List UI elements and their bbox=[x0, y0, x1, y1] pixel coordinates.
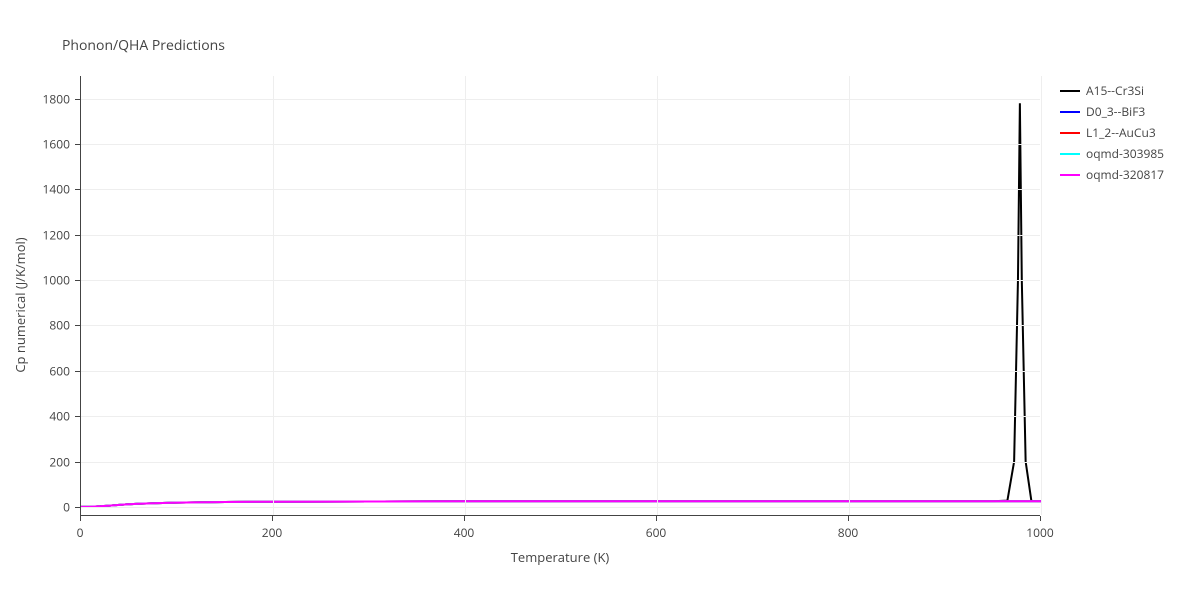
y-tick-label: 800 bbox=[40, 317, 70, 334]
y-tick bbox=[75, 235, 80, 236]
legend-label: L1_2--AuCu3 bbox=[1086, 124, 1156, 141]
gridline-vertical bbox=[849, 76, 850, 515]
legend-swatch bbox=[1060, 111, 1080, 113]
gridline-vertical bbox=[465, 76, 466, 515]
y-tick bbox=[75, 462, 80, 463]
y-tick bbox=[75, 280, 80, 281]
y-tick-label: 1400 bbox=[40, 181, 70, 198]
x-tick bbox=[272, 516, 273, 521]
legend-label: oqmd-320817 bbox=[1086, 166, 1164, 183]
legend-item[interactable]: A15--Cr3Si bbox=[1060, 82, 1164, 99]
gridline-horizontal bbox=[81, 99, 1040, 100]
y-tick bbox=[75, 99, 80, 100]
gridline-horizontal bbox=[81, 325, 1040, 326]
gridline-horizontal bbox=[81, 416, 1040, 417]
x-tick bbox=[464, 516, 465, 521]
legend-item[interactable]: L1_2--AuCu3 bbox=[1060, 124, 1164, 141]
legend-item[interactable]: D0_3--BiF3 bbox=[1060, 103, 1164, 120]
gridline-vertical bbox=[657, 76, 658, 515]
legend-swatch bbox=[1060, 174, 1080, 176]
y-tick-label: 1600 bbox=[40, 136, 70, 153]
x-axis-label: Temperature (K) bbox=[511, 548, 610, 566]
y-tick bbox=[75, 507, 80, 508]
x-tick bbox=[1040, 516, 1041, 521]
y-tick-label: 400 bbox=[40, 408, 70, 425]
y-tick bbox=[75, 416, 80, 417]
legend: A15--Cr3Si D0_3--BiF3 L1_2--AuCu3 oqmd-3039… bbox=[1060, 82, 1164, 187]
x-tick-label: 800 bbox=[838, 524, 859, 541]
y-tick-label: 1000 bbox=[40, 272, 70, 289]
y-tick-label: 200 bbox=[40, 453, 70, 470]
y-tick bbox=[75, 144, 80, 145]
gridline-horizontal bbox=[81, 144, 1040, 145]
legend-label: A15--Cr3Si bbox=[1086, 82, 1144, 99]
y-tick-label: 1800 bbox=[40, 90, 70, 107]
line-series-layer bbox=[81, 76, 1041, 516]
y-tick-label: 600 bbox=[40, 362, 70, 379]
x-tick-label: 600 bbox=[646, 524, 667, 541]
plot-area bbox=[80, 76, 1040, 516]
x-tick bbox=[80, 516, 81, 521]
y-axis-label: Cp numerical (J/K/mol) bbox=[11, 237, 29, 372]
legend-swatch bbox=[1060, 153, 1080, 155]
gridline-horizontal bbox=[81, 462, 1040, 463]
gridline-horizontal bbox=[81, 235, 1040, 236]
y-tick bbox=[75, 189, 80, 190]
y-tick bbox=[75, 325, 80, 326]
gridline-vertical bbox=[273, 76, 274, 515]
x-tick-label: 0 bbox=[77, 524, 84, 541]
x-tick-label: 400 bbox=[454, 524, 475, 541]
legend-label: oqmd-303985 bbox=[1086, 145, 1164, 162]
chart-root: Phonon/QHA Predictions Temperature (K) C… bbox=[0, 0, 1200, 600]
y-tick-label: 0 bbox=[40, 498, 70, 515]
gridline-horizontal bbox=[81, 280, 1040, 281]
y-tick bbox=[75, 371, 80, 372]
gridline-vertical bbox=[1041, 76, 1042, 515]
x-tick bbox=[656, 516, 657, 521]
x-tick-label: 1000 bbox=[1026, 524, 1053, 541]
gridline-horizontal bbox=[81, 189, 1040, 190]
legend-swatch bbox=[1060, 90, 1080, 92]
gridline-horizontal bbox=[81, 507, 1040, 508]
x-tick bbox=[848, 516, 849, 521]
y-tick-label: 1200 bbox=[40, 226, 70, 243]
legend-label: D0_3--BiF3 bbox=[1086, 103, 1145, 120]
x-tick-label: 200 bbox=[262, 524, 283, 541]
legend-swatch bbox=[1060, 132, 1080, 134]
chart-title: Phonon/QHA Predictions bbox=[62, 36, 225, 55]
legend-item[interactable]: oqmd-320817 bbox=[1060, 166, 1164, 183]
legend-item[interactable]: oqmd-303985 bbox=[1060, 145, 1164, 162]
gridline-horizontal bbox=[81, 371, 1040, 372]
series-line bbox=[81, 103, 1041, 507]
